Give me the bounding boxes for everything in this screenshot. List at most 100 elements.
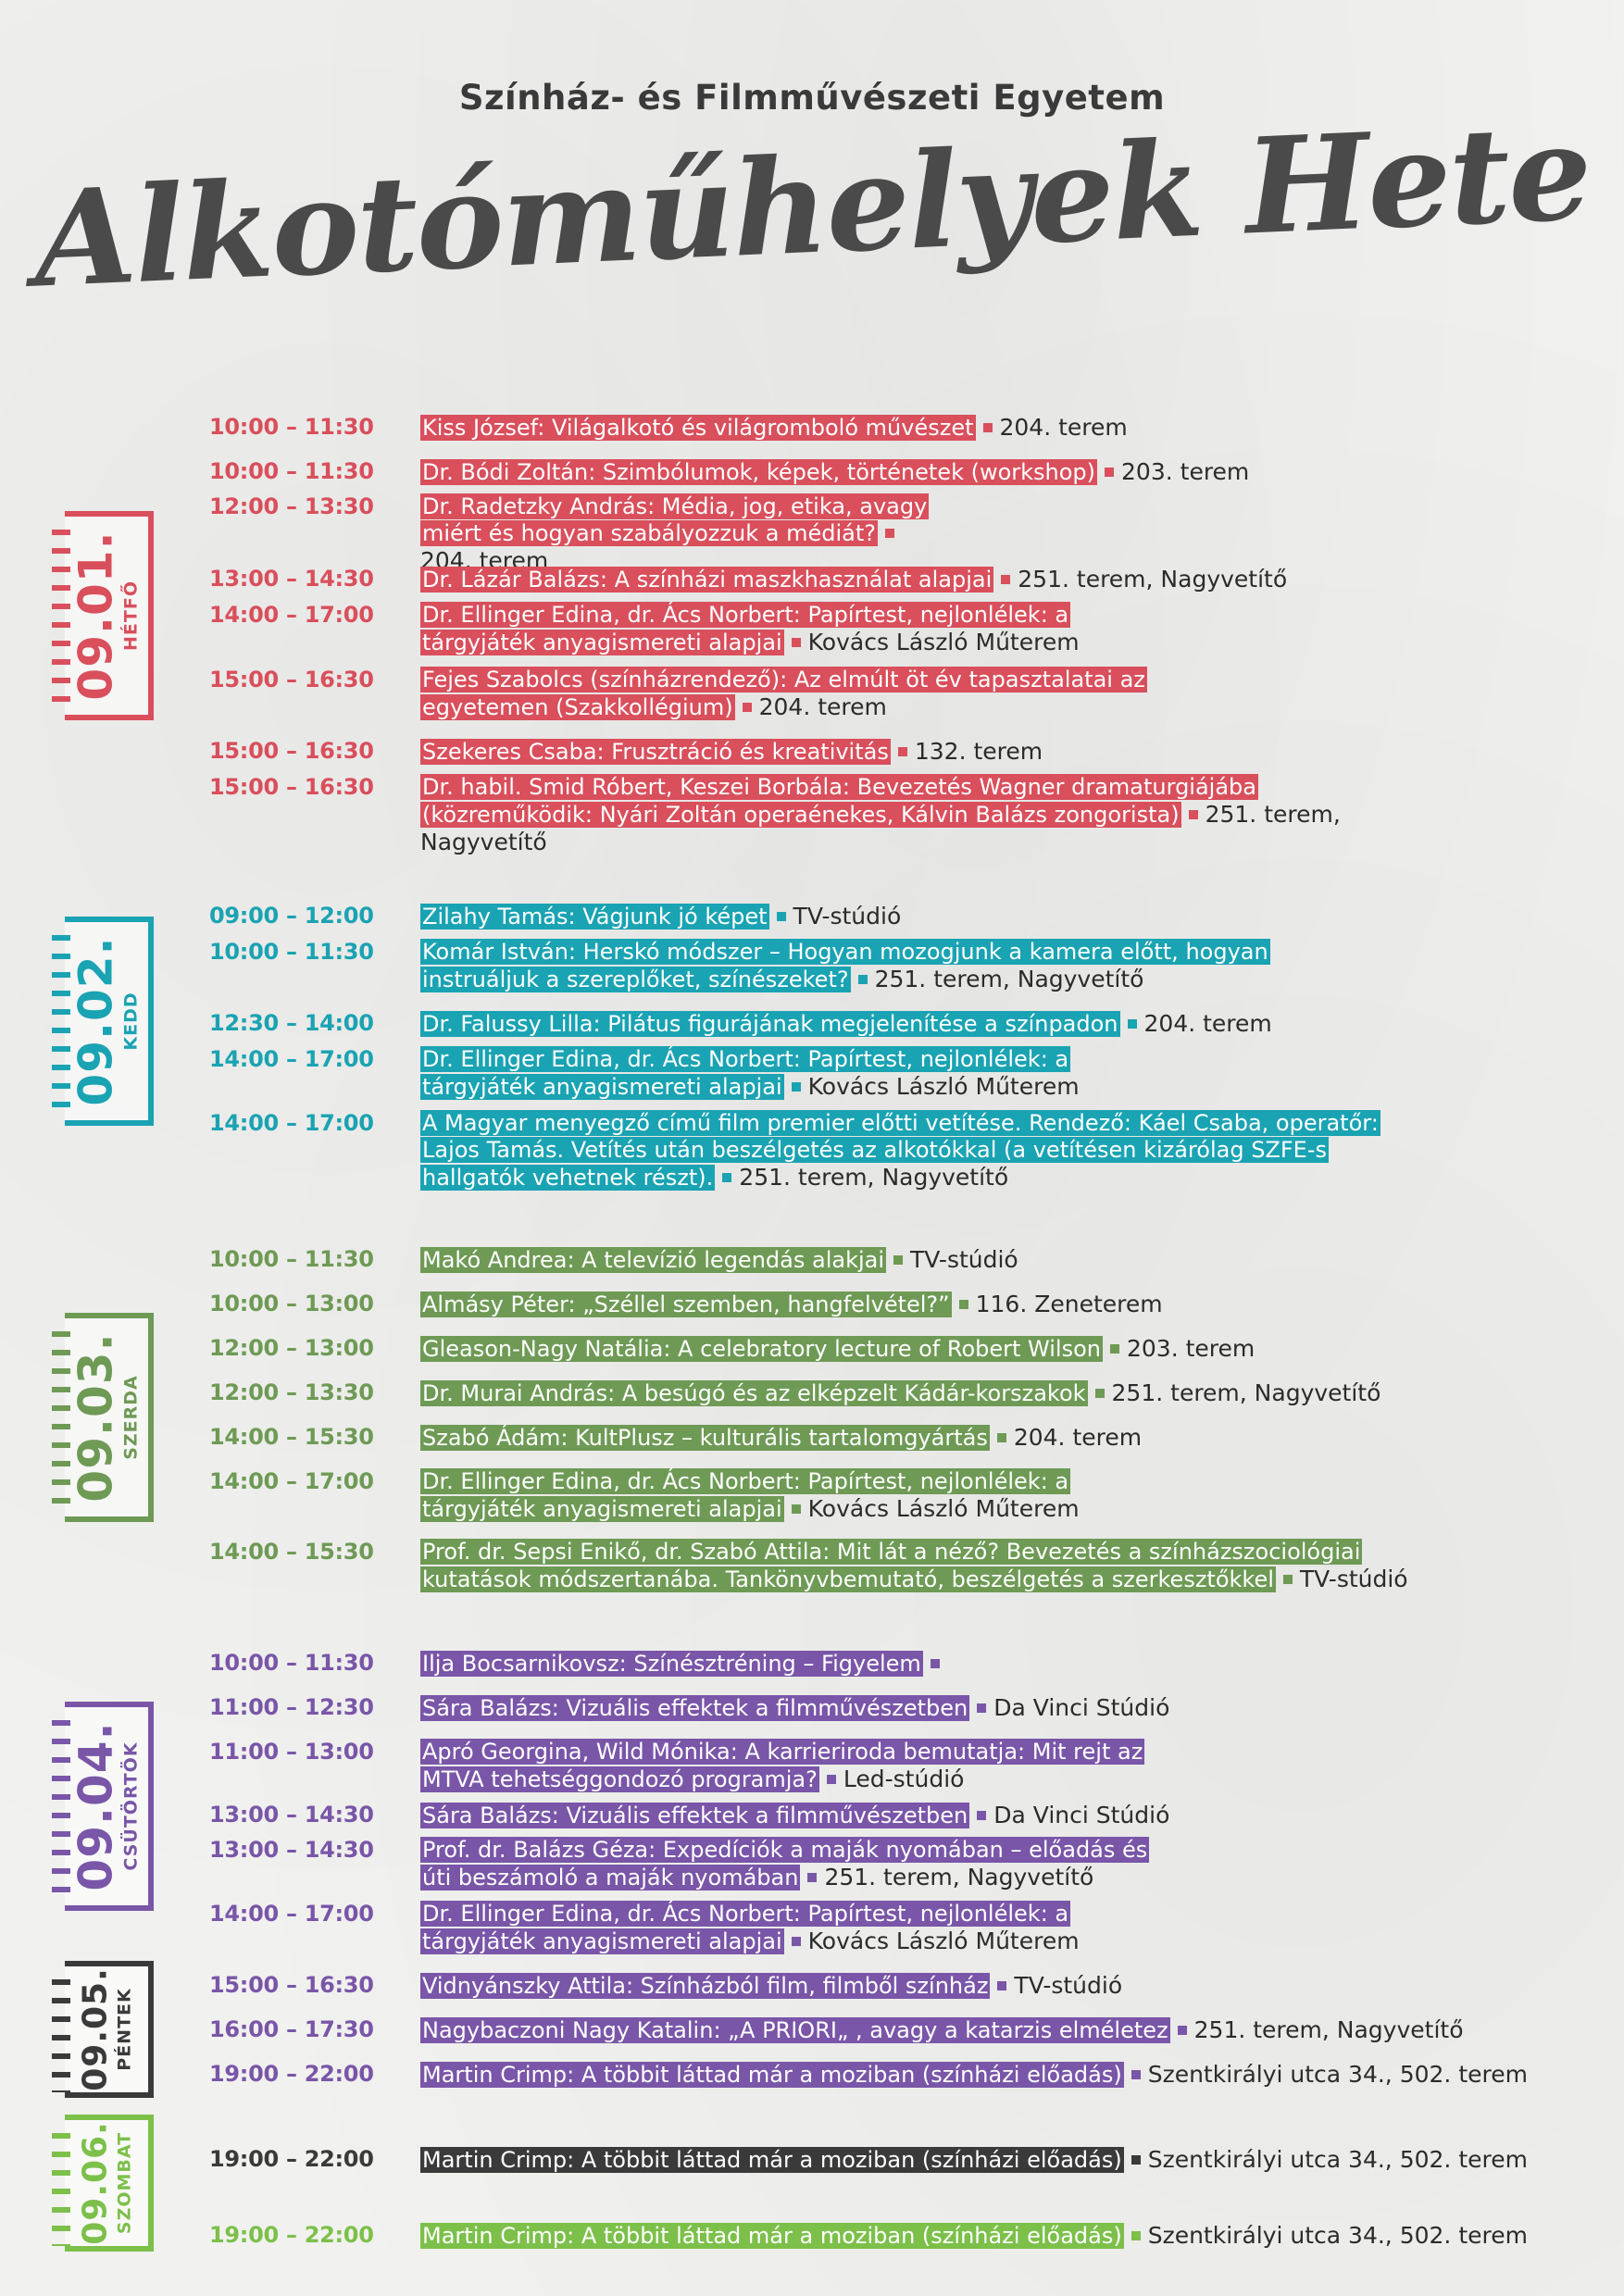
event-time: 14:00 – 17:00 — [209, 1110, 374, 1136]
event-details: Sára Balázs: Vizuális effektek a filmműv… — [420, 1802, 1587, 1829]
day-box-wednesday: 09.03. SZERDA — [52, 1313, 154, 1522]
event-time: 19:00 – 22:00 — [209, 2061, 374, 2087]
separator-square-icon — [1131, 2154, 1141, 2165]
day-box-friday: 09.05. PÉNTEK — [52, 1961, 154, 2098]
event-title: Sára Balázs: Vizuális effektek a filmműv… — [420, 1695, 970, 1721]
event-title: Almásy Péter: „Széllel szemben, hangfelv… — [420, 1292, 952, 1317]
event-room: 251. terem, Nagyvetítő — [824, 1864, 1094, 1890]
event-details: Sára Balázs: Vizuális effektek a filmműv… — [420, 1694, 1587, 1722]
separator-square-icon — [791, 637, 801, 647]
day-name: SZERDA — [120, 1375, 142, 1460]
separator-square-icon — [791, 1081, 801, 1092]
event-time: 12:30 – 14:00 — [209, 1010, 374, 1036]
separator-square-icon — [893, 1254, 904, 1265]
day-box-tuesday: 09.02. KEDD — [52, 917, 154, 1126]
event-room: 251. terem, Nagyvetítő — [739, 1164, 1009, 1191]
event-time: 14:00 – 15:30 — [209, 1424, 374, 1450]
separator-square-icon — [1001, 574, 1011, 584]
event-time: 15:00 – 16:30 — [209, 1972, 374, 1998]
event-time: 13:00 – 14:30 — [209, 566, 374, 592]
event-details: Dr. Murai András: A besúgó és az elképze… — [420, 1379, 1587, 1407]
day-box-thursday: 09.04. CSÜTÖRTÖK — [52, 1702, 154, 1911]
day-name: SZOMBAT — [114, 2131, 135, 2235]
event-title: Sára Balázs: Vizuális effektek a filmműv… — [420, 1803, 970, 1828]
event-time: 11:00 – 13:00 — [209, 1739, 374, 1765]
separator-square-icon — [1188, 809, 1198, 819]
event-title: Dr. Lázár Balázs: A színházi maszkhaszná… — [420, 567, 994, 593]
event-title: Zilahy Tamás: Vágjunk jó képet — [420, 904, 769, 930]
day-name: PÉNTEK — [114, 1988, 135, 2071]
event-title: Apró Georgina, Wild Mónika: A karrieriro… — [420, 1739, 1145, 1792]
day-date: 09.06. — [76, 2121, 115, 2245]
separator-square-icon — [1131, 2069, 1141, 2079]
event-title: Dr. Falussy Lilla: Pilátus figurájának m… — [420, 1011, 1120, 1037]
event-room: Da Vinci Stúdió — [993, 1802, 1170, 1828]
event-room: 204. terem — [1013, 1424, 1143, 1451]
event-details: Fejes Szabolcs (színházrendező): Az elmú… — [420, 667, 1244, 721]
separator-square-icon — [826, 1774, 836, 1784]
event-title: Nagybaczoni Nagy Katalin: „A PRIORI„ , a… — [420, 2017, 1170, 2043]
day-box-saturday: 09.06. SZOMBAT — [52, 2115, 154, 2252]
day-name: CSÜTÖRTÖK — [120, 1741, 142, 1871]
event-details: Prof. dr. Sepsi Enikő, dr. Szabó Attila:… — [420, 1539, 1476, 1593]
event-title: Szekeres Csaba: Frusztráció és kreativit… — [420, 739, 891, 765]
event-room: 251. terem, Nagyvetítő — [1193, 2016, 1464, 2043]
event-details: Szekeres Csaba: Frusztráció és kreativit… — [420, 738, 1587, 766]
event-time: 12:00 – 13:30 — [209, 493, 374, 519]
event-details: Dr. Ellinger Edina, dr. Ács Norbert: Pap… — [420, 1046, 1180, 1101]
event-details: Szabó Ádám: KultPlusz – kulturális tarta… — [420, 1424, 1587, 1452]
event-details: Vidnyánszky Attila: Színházból film, fil… — [420, 1972, 1587, 2000]
event-time: 10:00 – 11:30 — [209, 1650, 374, 1676]
separator-square-icon — [776, 911, 786, 921]
event-time: 13:00 – 14:30 — [209, 1802, 374, 1828]
event-details: Prof. dr. Balázs Géza: Expedíciók a majá… — [420, 1837, 1180, 1891]
event-time: 09:00 – 12:00 — [209, 903, 374, 929]
event-time: 14:00 – 17:00 — [209, 1046, 374, 1072]
event-time: 19:00 – 22:00 — [209, 2222, 374, 2248]
event-details: Makó Andrea: A televízió legendás alakja… — [420, 1246, 1587, 1274]
event-title: Szabó Ádám: KultPlusz – kulturális tarta… — [420, 1425, 990, 1451]
separator-square-icon — [930, 1658, 940, 1668]
event-details: Komár István: Herskó módszer – Hogyan mo… — [420, 939, 1272, 993]
event-title: Dr. Radetzky András: Média, jog, etika, … — [420, 493, 930, 546]
event-time: 11:00 – 12:30 — [209, 1694, 374, 1720]
event-time: 14:00 – 17:00 — [209, 1901, 374, 1927]
day-date: 09.01. — [69, 530, 123, 701]
event-room: 251. terem, Nagyvetítő — [874, 966, 1144, 992]
event-time: 14:00 – 15:30 — [209, 1539, 374, 1565]
event-details: Martin Crimp: A többit láttad már a mozi… — [420, 2146, 1587, 2174]
event-details: Dr. Ellinger Edina, dr. Ács Norbert: Pap… — [420, 1901, 1180, 1955]
event-room: TV-stúdió — [910, 1246, 1018, 1273]
event-room: Kovács László Műterem — [807, 1495, 1080, 1522]
event-details: A Magyar menyegző című film premier előt… — [420, 1110, 1430, 1192]
separator-square-icon — [977, 1703, 987, 1713]
event-details: Zilahy Tamás: Vágjunk jó képet TV-stúdió — [420, 903, 1587, 930]
event-details: Gleason-Nagy Natália: A celebratory lect… — [420, 1335, 1587, 1363]
event-room: TV-stúdió — [793, 903, 902, 930]
event-details: Dr. Radetzky András: Média, jog, etika, … — [420, 493, 939, 575]
event-details: Dr. Ellinger Edina, dr. Ács Norbert: Pap… — [420, 1468, 1180, 1523]
event-room: 203. terem — [1126, 1335, 1255, 1362]
event-details: Martin Crimp: A többit láttad már a mozi… — [420, 2061, 1587, 2089]
event-title: Dr. Bódi Zoltán: Szimbólumok, képek, tör… — [420, 459, 1098, 485]
event-room: 204. terem — [999, 414, 1128, 441]
event-time: 16:00 – 17:30 — [209, 2016, 374, 2042]
event-time: 15:00 – 16:30 — [209, 667, 374, 693]
event-details: Dr. Bódi Zoltán: Szimbólumok, képek, tör… — [420, 458, 1587, 486]
day-box-monday: 09.01. HÉTFŐ — [52, 511, 154, 720]
event-room: 132. terem — [914, 738, 1043, 765]
separator-square-icon — [791, 1504, 801, 1514]
event-room: TV-stúdió — [1299, 1566, 1408, 1592]
event-room: Da Vinci Stúdió — [993, 1694, 1170, 1721]
separator-square-icon — [996, 1432, 1006, 1442]
event-room: 251. terem, Nagyvetítő — [1111, 1379, 1381, 1406]
separator-square-icon — [977, 1810, 987, 1820]
event-time: 12:00 – 13:30 — [209, 1379, 374, 1405]
event-title: Alkotóműhelyek Hete — [31, 95, 1593, 318]
event-details: Dr. Lázár Balázs: A színházi maszkhaszná… — [420, 566, 1587, 593]
event-details: Dr. habil. Smid Róbert, Keszei Borbála: … — [420, 774, 1430, 856]
event-room: 204. terem — [1143, 1010, 1272, 1037]
event-room: 203. terem — [1121, 458, 1250, 485]
event-title: Martin Crimp: A többit láttad már a mozi… — [420, 2062, 1124, 2088]
separator-square-icon — [1094, 1388, 1105, 1398]
